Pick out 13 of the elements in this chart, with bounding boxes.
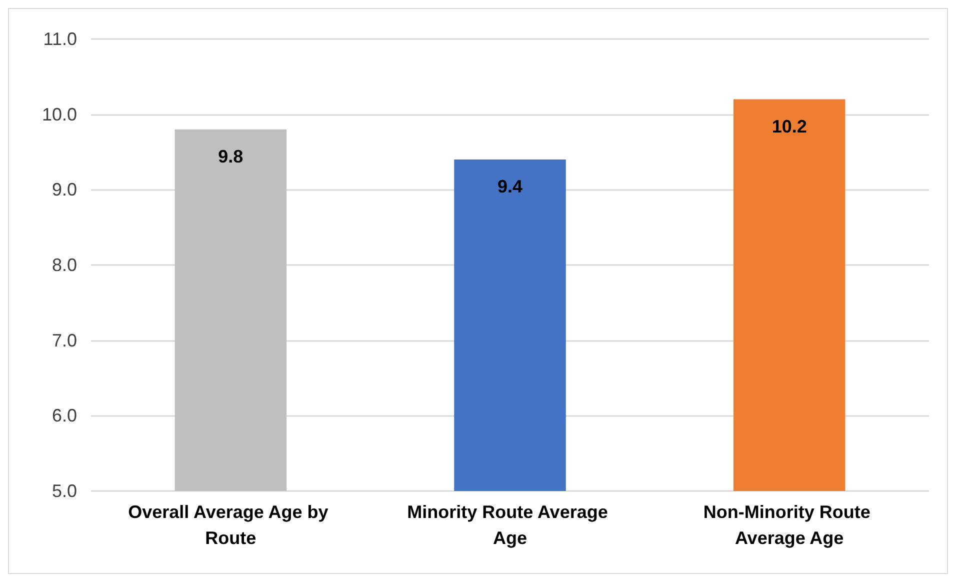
y-tick-label: 6.0 [52, 406, 77, 426]
y-tick-label: 11.0 [43, 29, 77, 49]
x-tick-label: Minority Route Average Age [407, 502, 613, 548]
y-tick-label: 9.0 [52, 180, 77, 200]
x-tick-label: Non-Minority Route Average Age [703, 502, 876, 548]
data-label: 9.4 [497, 176, 523, 197]
data-label: 9.8 [218, 146, 244, 166]
x-tick-label: Overall Average Age by Route [128, 502, 334, 548]
data-label: 10.2 [772, 116, 807, 136]
y-tick-label: 8.0 [52, 255, 77, 275]
y-tick-label: 7.0 [52, 330, 77, 350]
y-tick-label: 10.0 [42, 104, 77, 124]
y-tick-label: 5.0 [52, 481, 77, 501]
